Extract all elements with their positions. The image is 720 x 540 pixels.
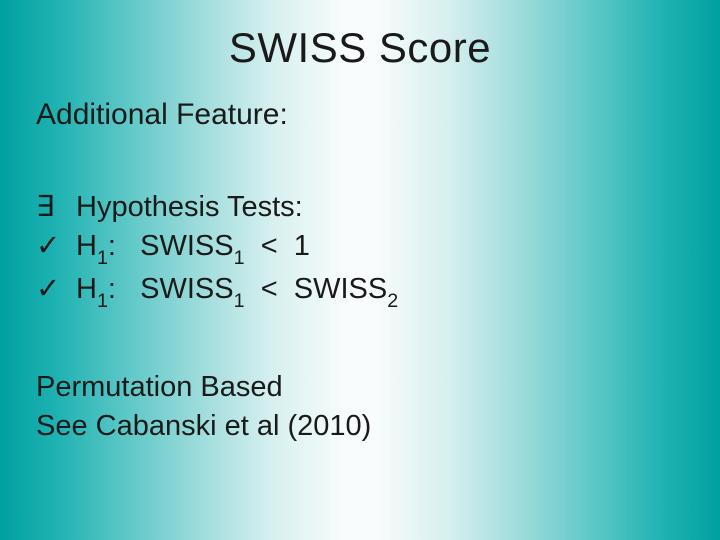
list-item: ✓ H1: SWISS1 < 1 bbox=[36, 227, 684, 269]
list-item-text: H1: SWISS1 < 1 bbox=[76, 227, 310, 269]
list-item: ∃ Hypothesis Tests: bbox=[36, 188, 684, 227]
footer-block: Permutation Based See Cabanski et al (20… bbox=[36, 368, 684, 446]
footer-line: See Cabanski et al (2010) bbox=[36, 407, 684, 446]
check-icon: ✓ bbox=[36, 270, 76, 309]
slide-title: SWISS Score bbox=[36, 24, 684, 72]
footer-line: Permutation Based bbox=[36, 368, 684, 407]
list-item-text: Hypothesis Tests: bbox=[76, 188, 303, 227]
list-item-text: H1: SWISS1 < SWISS2 bbox=[76, 270, 398, 312]
exists-icon: ∃ bbox=[36, 188, 76, 227]
list-item: ✓ H1: SWISS1 < SWISS2 bbox=[36, 270, 684, 312]
slide: SWISS Score Additional Feature: ∃ Hypoth… bbox=[0, 0, 720, 540]
bullet-list: ∃ Hypothesis Tests: ✓ H1: SWISS1 < 1 ✓ H… bbox=[36, 188, 684, 312]
check-icon: ✓ bbox=[36, 227, 76, 266]
slide-subheading: Additional Feature: bbox=[36, 98, 684, 132]
